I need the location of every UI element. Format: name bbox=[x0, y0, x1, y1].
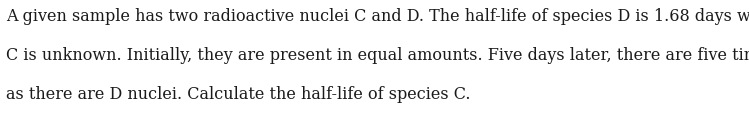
Text: C is unknown. Initially, they are present in equal amounts. Five days later, the: C is unknown. Initially, they are presen… bbox=[6, 47, 749, 64]
Text: as there are D nuclei. Calculate the half-life of species C.: as there are D nuclei. Calculate the hal… bbox=[6, 86, 470, 103]
Text: A given sample has two radioactive nuclei C and D. The half-life of species D is: A given sample has two radioactive nucle… bbox=[6, 8, 749, 25]
